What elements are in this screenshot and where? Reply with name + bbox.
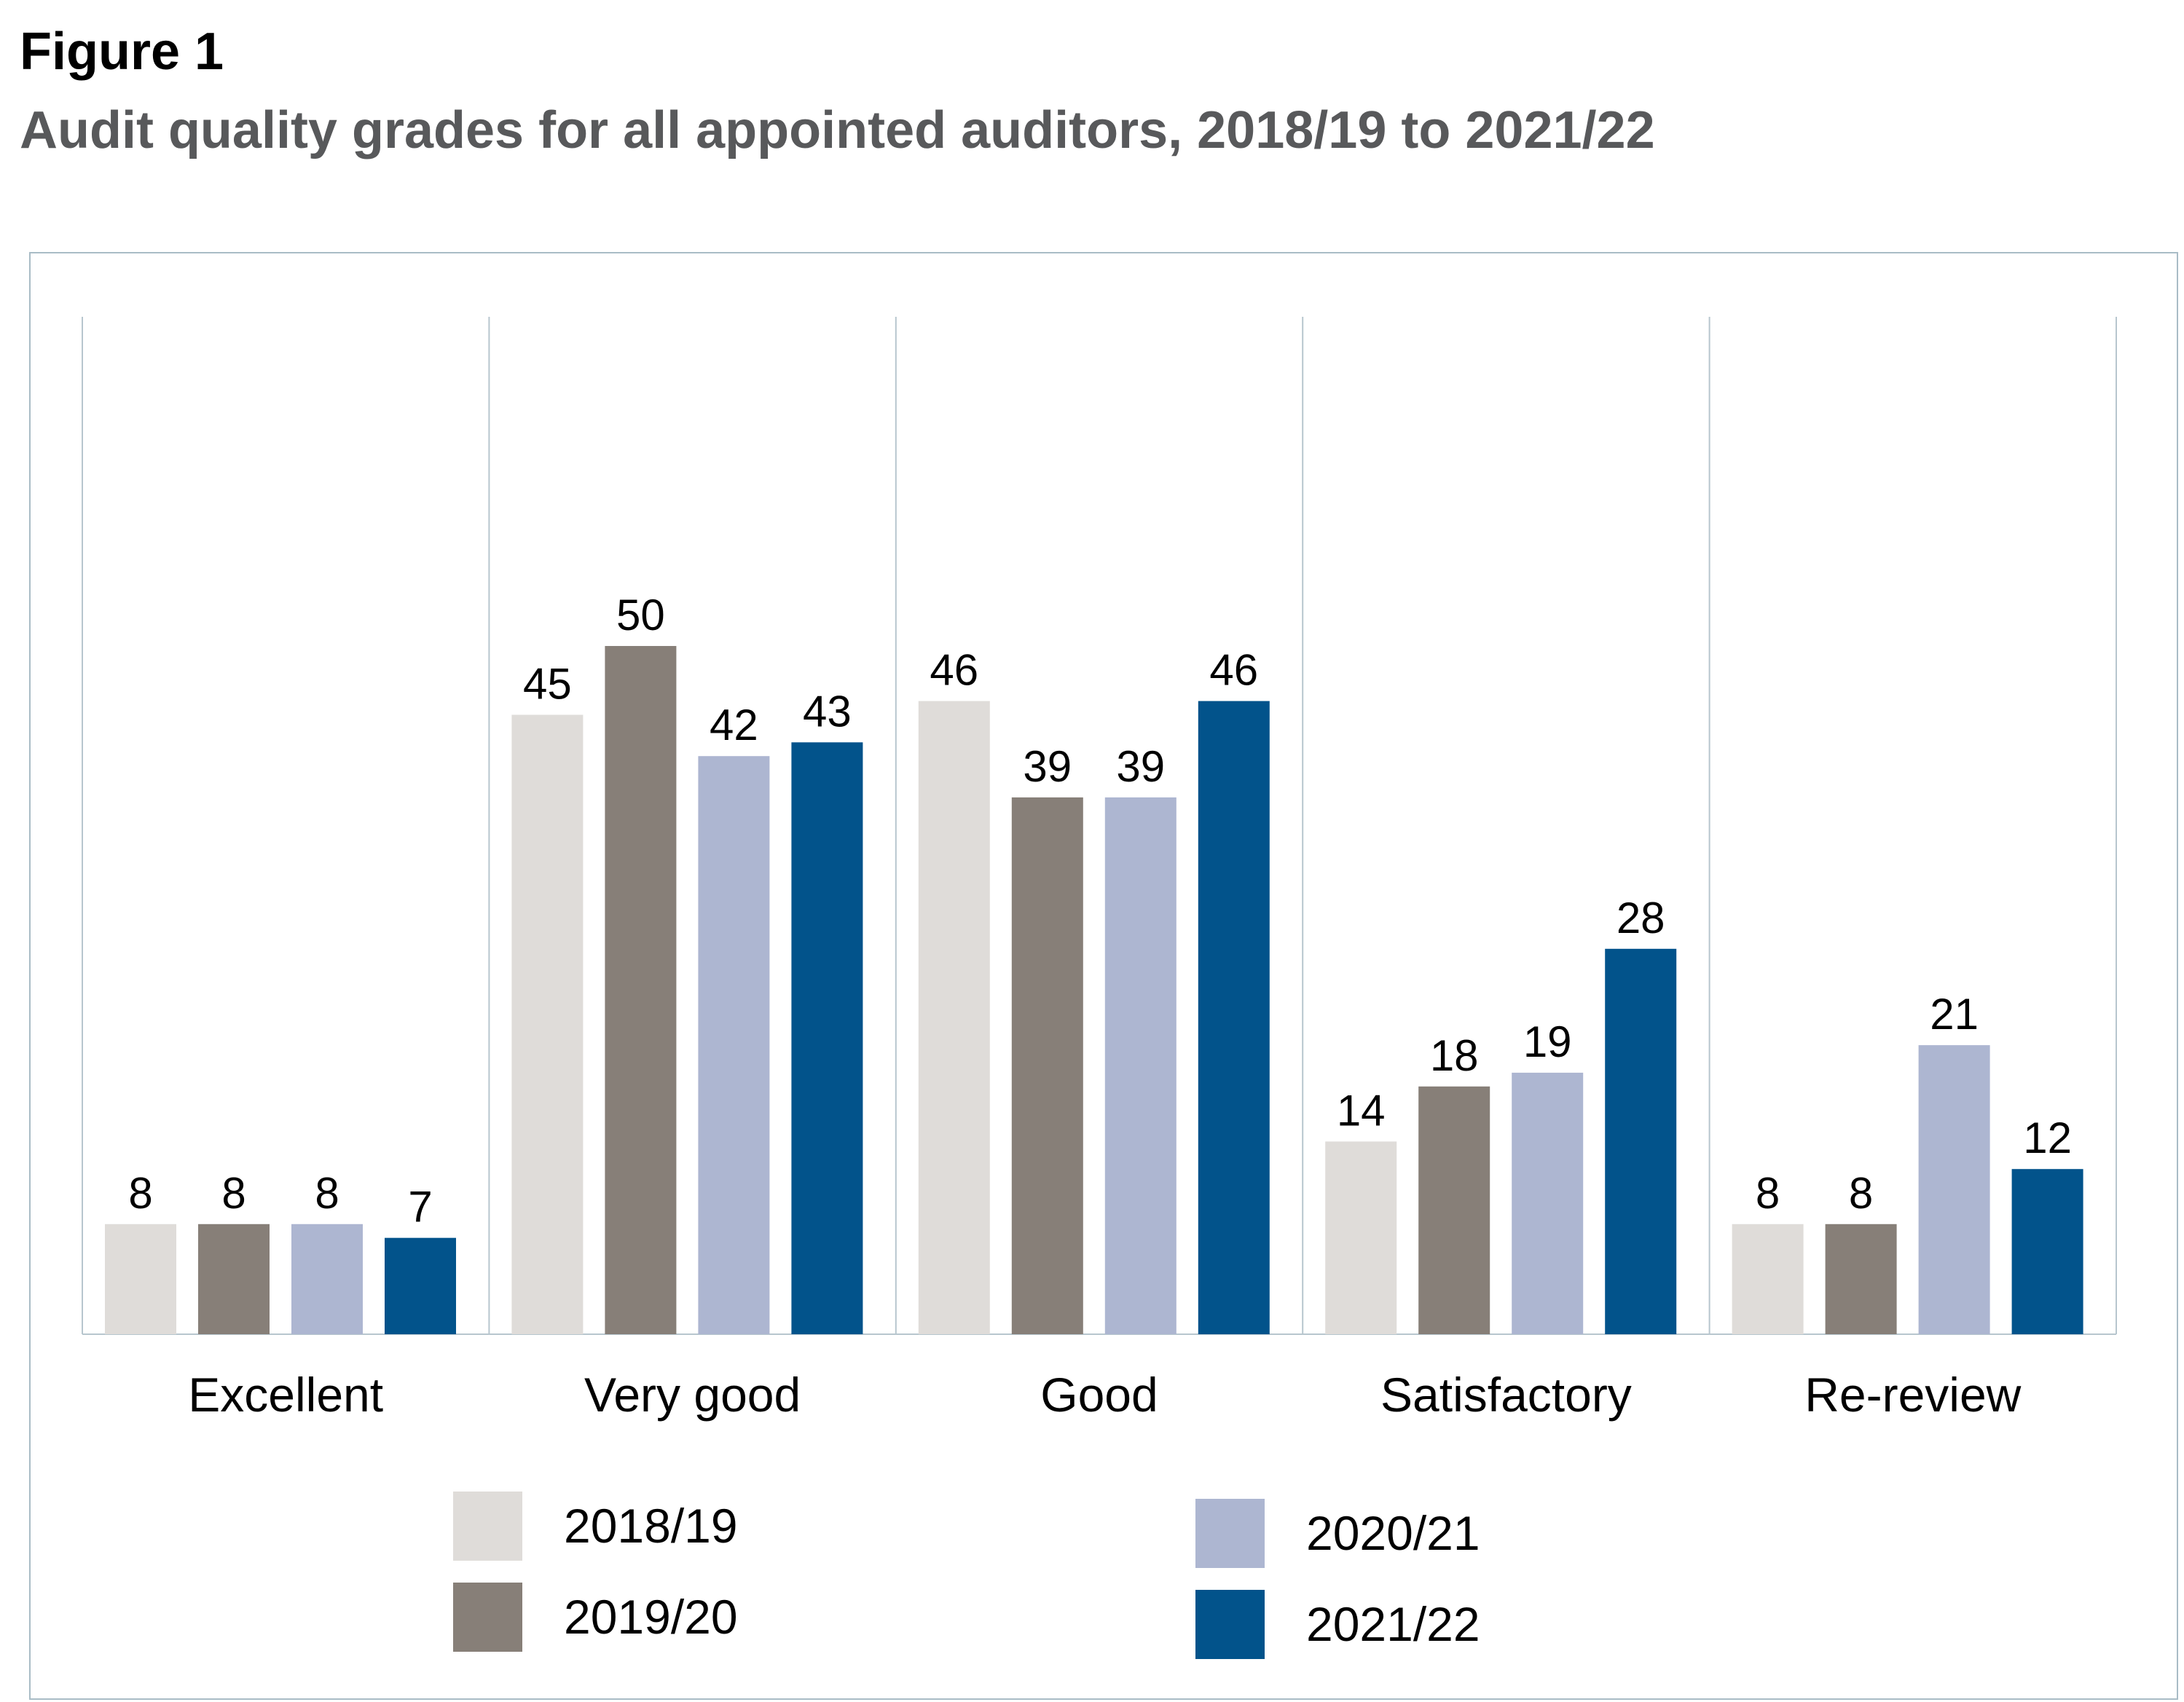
data-label: 28 [1617, 894, 1665, 942]
data-label: 46 [1209, 646, 1258, 695]
data-label: 12 [2023, 1114, 2072, 1162]
data-label: 50 [616, 591, 665, 639]
bar-good-2021-22 [1198, 701, 1270, 1334]
data-label: 43 [803, 687, 852, 736]
legend-label: 2018/19 [564, 1499, 738, 1553]
data-label: 8 [315, 1169, 339, 1218]
bar-satisfactory-2020-21 [1512, 1072, 1584, 1334]
bar-very-good-2020-21 [698, 756, 770, 1334]
bar-excellent-2020-21 [291, 1224, 363, 1334]
data-label: 42 [710, 701, 758, 749]
x-tick-label: Re-review [1804, 1368, 2021, 1422]
x-tick-label: Satisfactory [1380, 1368, 1632, 1422]
legend-label: 2019/20 [564, 1590, 738, 1644]
data-label: 14 [1337, 1086, 1386, 1135]
figure-label: Figure 1 [20, 23, 224, 81]
bar-satisfactory-2019-20 [1418, 1086, 1490, 1334]
x-tick-label: Good [1040, 1368, 1158, 1422]
bar-excellent-2021-22 [385, 1237, 456, 1334]
data-label: 45 [523, 660, 572, 709]
legend-label: 2021/22 [1306, 1597, 1480, 1651]
data-label: 8 [128, 1169, 152, 1218]
bar-excellent-2019-20 [198, 1224, 270, 1334]
bar-good-2018-19 [918, 701, 990, 1334]
bar-re-review-2020-21 [1918, 1045, 1990, 1334]
bar-very-good-2019-20 [605, 646, 677, 1334]
bar-satisfactory-2021-22 [1605, 948, 1677, 1334]
data-label: 19 [1523, 1017, 1572, 1066]
data-label: 8 [221, 1169, 245, 1218]
bar-excellent-2018-19 [105, 1224, 176, 1334]
data-label: 46 [930, 646, 978, 695]
bar-good-2019-20 [1011, 797, 1083, 1334]
legend-label: 2020/21 [1306, 1506, 1480, 1560]
bar-re-review-2019-20 [1825, 1224, 1897, 1334]
bar-re-review-2021-22 [2011, 1169, 2083, 1334]
legend-swatch [453, 1583, 522, 1652]
data-label: 21 [1930, 990, 1979, 1039]
bar-very-good-2018-19 [511, 714, 584, 1334]
bar-good-2020-21 [1104, 797, 1177, 1334]
data-label: 39 [1116, 742, 1165, 791]
x-tick-label: Very good [584, 1368, 801, 1422]
legend-swatch [1195, 1499, 1265, 1568]
legend-swatch [1195, 1590, 1265, 1659]
chart-frame [29, 252, 2178, 1700]
data-label: 8 [1849, 1169, 1873, 1218]
x-tick-label: Excellent [188, 1368, 383, 1422]
legend-swatch [453, 1492, 522, 1561]
bar-re-review-2018-19 [1732, 1224, 1804, 1334]
bar-satisfactory-2018-19 [1325, 1141, 1397, 1334]
chart-title: Audit quality grades for all appointed a… [20, 101, 1655, 159]
data-label: 8 [1756, 1169, 1780, 1218]
data-label: 39 [1023, 742, 1072, 791]
data-label: 7 [408, 1183, 432, 1232]
data-label: 18 [1430, 1031, 1479, 1080]
bar-very-good-2021-22 [791, 742, 863, 1334]
